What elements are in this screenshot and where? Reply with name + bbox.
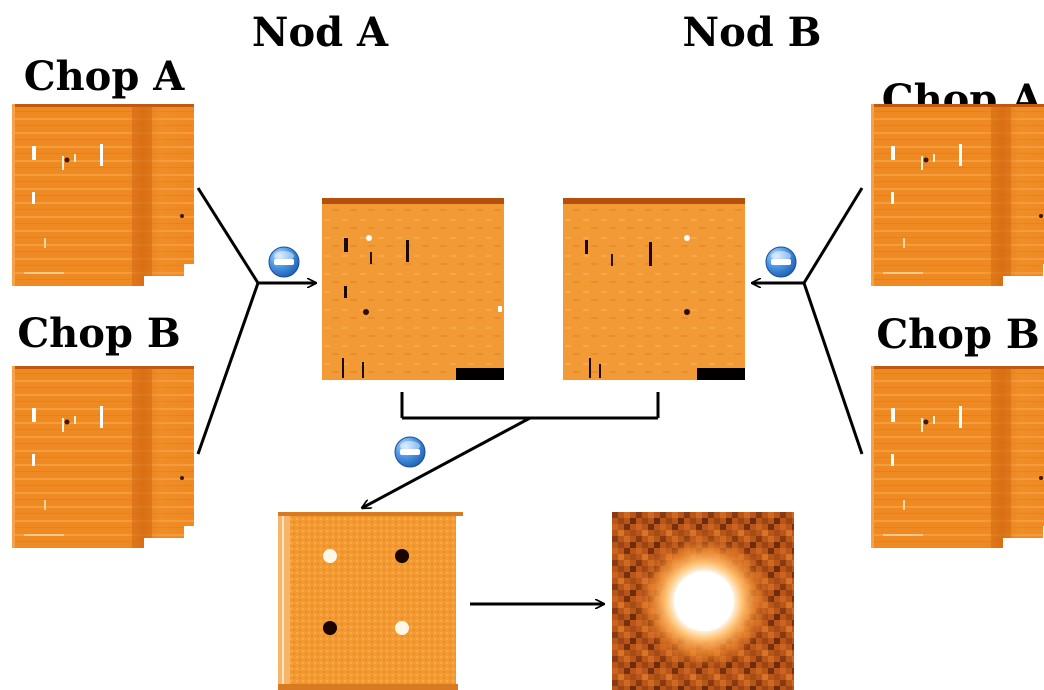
nod-a-chop-a-frame [12,104,194,286]
nod-a-chop-b-frame [12,366,194,548]
nod-b-chop-a-frame [871,104,1044,286]
nod-b-label: Nod B [683,9,822,56]
chop-b-label-right: Chop B [876,311,1039,358]
minus-icon-left [268,246,300,278]
combined-frame [278,512,463,690]
psf-zoom-frame [612,512,794,690]
nod-b-difference-frame [563,198,745,380]
chop-a-label-left: Chop A [24,53,185,100]
nod-a-label: Nod A [252,9,389,56]
nod-a-difference-frame [322,198,504,380]
connector-lines [196,187,864,604]
chop-b-label-left: Chop B [17,310,180,357]
nod-b-chop-b-frame [871,366,1044,548]
minus-icon-bottom [394,436,426,468]
minus-icon-right [765,246,797,278]
